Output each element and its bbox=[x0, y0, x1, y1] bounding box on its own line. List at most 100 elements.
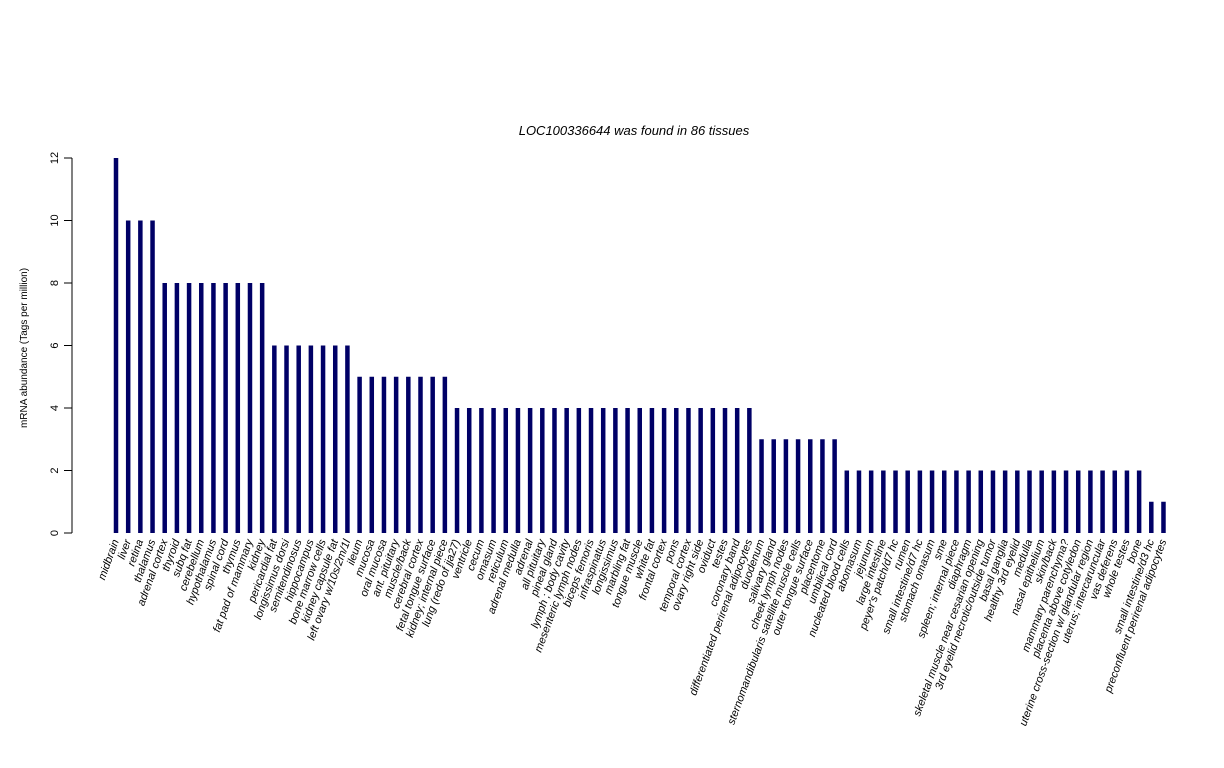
bar bbox=[272, 345, 277, 533]
bar bbox=[199, 283, 204, 533]
bar bbox=[369, 376, 375, 533]
bar bbox=[576, 408, 582, 533]
bar bbox=[162, 283, 167, 533]
bars bbox=[113, 158, 1166, 533]
bar bbox=[406, 376, 411, 533]
bar bbox=[844, 470, 850, 533]
bar bbox=[722, 408, 728, 533]
y-tick-label: 2 bbox=[49, 467, 61, 473]
bar bbox=[954, 470, 959, 533]
bar bbox=[1112, 470, 1118, 533]
bar bbox=[186, 283, 192, 533]
bar bbox=[1063, 470, 1069, 533]
bar bbox=[686, 408, 691, 533]
bar bbox=[783, 439, 789, 533]
bar bbox=[1039, 470, 1044, 533]
bar bbox=[1075, 470, 1081, 533]
bar bbox=[564, 408, 569, 533]
bar bbox=[515, 408, 521, 533]
bar bbox=[138, 220, 143, 533]
bar bbox=[710, 408, 716, 533]
bar bbox=[795, 439, 801, 533]
bar bbox=[990, 470, 996, 533]
bar bbox=[113, 158, 119, 533]
bar bbox=[1161, 501, 1166, 533]
bar bbox=[442, 376, 448, 533]
bar bbox=[503, 408, 509, 533]
bar bbox=[454, 408, 460, 533]
bar bbox=[296, 345, 301, 533]
y-tick-label: 12 bbox=[49, 152, 61, 164]
bar bbox=[588, 408, 594, 533]
bar bbox=[381, 376, 387, 533]
bar bbox=[308, 345, 314, 533]
bar bbox=[479, 408, 484, 533]
bar bbox=[978, 470, 984, 533]
bar bbox=[1149, 501, 1154, 533]
bar bbox=[941, 470, 947, 533]
bar bbox=[1002, 470, 1008, 533]
bar bbox=[1100, 470, 1105, 533]
y-tick-label: 0 bbox=[49, 530, 61, 536]
bar bbox=[174, 283, 180, 533]
y-tick-label: 8 bbox=[49, 280, 61, 286]
bar bbox=[430, 376, 435, 533]
bar bbox=[223, 283, 228, 533]
bar bbox=[418, 376, 423, 533]
bar bbox=[1088, 470, 1093, 533]
bar bbox=[674, 408, 679, 533]
bar bbox=[1124, 470, 1130, 533]
y-tick-label: 4 bbox=[49, 405, 61, 411]
bar bbox=[929, 470, 935, 533]
bar bbox=[600, 408, 606, 533]
bar bbox=[820, 439, 825, 533]
bar bbox=[259, 283, 265, 533]
bar bbox=[832, 439, 837, 533]
bar bbox=[881, 470, 886, 533]
bar bbox=[868, 470, 874, 533]
bar bbox=[284, 345, 289, 533]
bar bbox=[1136, 470, 1142, 533]
bar bbox=[552, 408, 557, 533]
bar bbox=[856, 470, 862, 533]
bar bbox=[320, 345, 326, 533]
bar bbox=[527, 408, 533, 533]
bar bbox=[747, 408, 752, 533]
bar bbox=[637, 408, 642, 533]
bar bbox=[917, 470, 923, 533]
bar bbox=[905, 470, 910, 533]
bar bbox=[771, 439, 776, 533]
bar bbox=[759, 439, 764, 533]
bar bbox=[393, 376, 399, 533]
bar bbox=[625, 408, 630, 533]
bar bbox=[211, 283, 216, 533]
y-axis: 0 2 4 6 8 10 12 bbox=[49, 152, 73, 536]
chart-title: LOC100336644 was found in 86 tissues bbox=[519, 123, 750, 138]
bar bbox=[734, 408, 740, 533]
bar bbox=[1027, 470, 1032, 533]
bar bbox=[235, 283, 241, 533]
bar bbox=[808, 439, 813, 533]
bar bbox=[345, 345, 350, 533]
bar bbox=[247, 283, 253, 533]
bar bbox=[150, 220, 155, 533]
bar bbox=[491, 408, 496, 533]
bar bbox=[125, 220, 131, 533]
bar bbox=[466, 408, 472, 533]
y-tick-label: 10 bbox=[49, 214, 61, 226]
y-tick-label: 6 bbox=[49, 342, 61, 348]
bar bbox=[661, 408, 667, 533]
bar bbox=[698, 408, 703, 533]
x-tick-label: midbrain bbox=[96, 538, 122, 582]
bar bbox=[332, 345, 338, 533]
bar bbox=[649, 408, 655, 533]
y-axis-label: mRNA abundance (Tags per million) bbox=[19, 268, 30, 428]
bar bbox=[357, 376, 362, 533]
bar bbox=[613, 408, 618, 533]
bar bbox=[1051, 470, 1057, 533]
bar bbox=[540, 408, 545, 533]
bar bbox=[893, 470, 898, 533]
bar bbox=[966, 470, 971, 533]
